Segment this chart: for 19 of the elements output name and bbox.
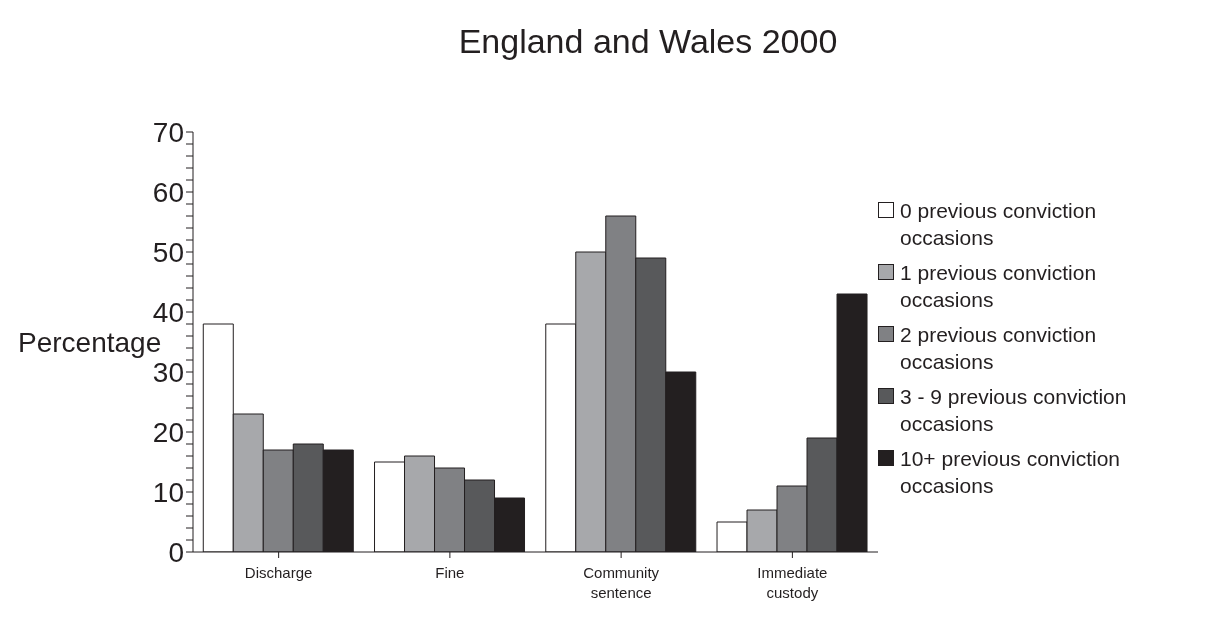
x-tick-label: Community sentence xyxy=(583,564,660,601)
y-tick-label: 50 xyxy=(152,236,184,268)
legend-label: 2 previous conviction occasions xyxy=(900,322,1098,375)
y-tick-label: 60 xyxy=(152,176,184,208)
y-tick-label: 70 xyxy=(152,116,184,148)
y-tick-label: 40 xyxy=(152,296,184,328)
y-tick-label: 0 xyxy=(168,536,184,568)
legend-label: 10+ previous conviction occasions xyxy=(900,446,1122,499)
y-tick-label: 20 xyxy=(152,416,184,448)
y-tick-label: 30 xyxy=(152,356,184,388)
legend-label: 1 previous conviction occasions xyxy=(900,260,1098,313)
chart-title: England and Wales 2000 xyxy=(457,21,839,62)
legend-label: 0 previous conviction occasions xyxy=(900,198,1098,251)
y-axis-title: Percentage xyxy=(18,326,162,358)
y-tick-label: 10 xyxy=(152,476,184,508)
x-tick-label: Immediate custody xyxy=(757,564,828,601)
x-tick-label: Discharge xyxy=(244,564,313,581)
legend-label: 3 - 9 previous conviction occasions xyxy=(900,384,1128,437)
x-tick-label: Fine xyxy=(435,564,465,581)
